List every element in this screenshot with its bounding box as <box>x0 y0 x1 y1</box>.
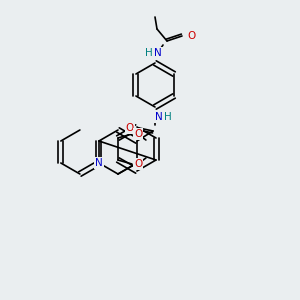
Text: N: N <box>155 112 163 122</box>
Text: O: O <box>126 123 134 133</box>
Text: O: O <box>187 31 195 41</box>
Text: O: O <box>134 159 142 169</box>
Text: H: H <box>164 112 172 122</box>
Text: N: N <box>95 158 103 168</box>
Text: N: N <box>154 48 162 58</box>
Text: H: H <box>145 48 153 58</box>
Text: O: O <box>134 129 142 139</box>
